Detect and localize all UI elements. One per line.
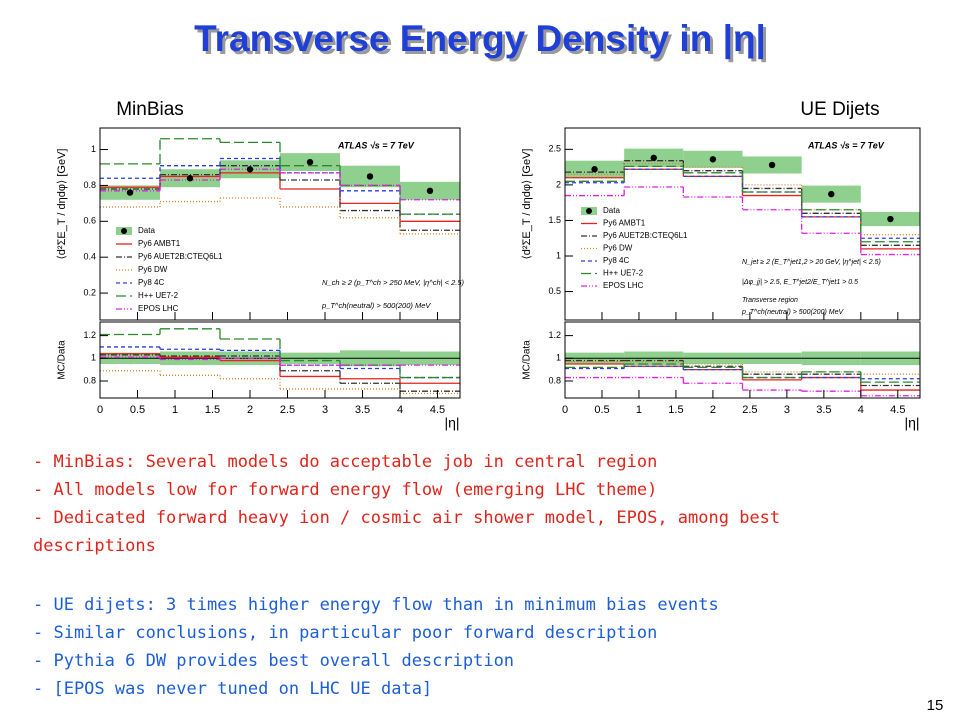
legend-label: H++ UE7-2 bbox=[138, 291, 179, 300]
x-tick-label: 3 bbox=[784, 404, 790, 416]
ratio-frame bbox=[564, 321, 921, 399]
bullet: - Similar conclusions, in particular poo… bbox=[33, 623, 658, 643]
legend-label: Data bbox=[138, 226, 155, 235]
data-point bbox=[887, 215, 894, 223]
data-point bbox=[709, 156, 717, 163]
annotation: |Δφ_jj| > 2.5, E_T^jet2/E_T^jet1 > 0.5 bbox=[742, 279, 858, 286]
legend-data-marker bbox=[121, 228, 127, 234]
legend-label: Data bbox=[603, 206, 620, 215]
ratio-axis-label: MC/Data bbox=[57, 340, 68, 380]
bullet: - MinBias: Several models do acceptable … bbox=[33, 452, 658, 472]
x-tick-label: 2 bbox=[247, 404, 253, 416]
y-tick-label: 1.5 bbox=[548, 215, 561, 225]
x-axis-label: |η| bbox=[444, 415, 459, 431]
ratio-y-tick-label: 1.2 bbox=[83, 330, 96, 340]
y-tick-label: 2.5 bbox=[548, 144, 561, 154]
legend-label: Py8 4C bbox=[138, 278, 164, 287]
x-tick-label: 2 bbox=[710, 404, 716, 416]
x-tick-label: 4.5 bbox=[890, 404, 905, 416]
x-tick-label: 2.5 bbox=[280, 404, 295, 416]
legend-data-marker bbox=[586, 208, 592, 214]
plot-frame bbox=[564, 127, 921, 321]
x-axis-label: |η| bbox=[904, 415, 919, 431]
annotation: p_T^ch(neutral) > 500(200) MeV bbox=[321, 301, 431, 310]
y-tick-label: 0.8 bbox=[83, 180, 96, 190]
x-tick-label: 1 bbox=[636, 404, 642, 416]
legend-label: Py6 DW bbox=[138, 265, 168, 274]
data-point bbox=[828, 190, 835, 198]
bullet: - [EPOS was never tuned on LHC UE data] bbox=[33, 679, 433, 699]
data-point bbox=[126, 189, 134, 196]
x-tick-label: 0.5 bbox=[130, 404, 145, 416]
ratio-frame bbox=[99, 321, 461, 399]
annotation: N_jet ≥ 2 (E_T^jet1,2 > 20 GeV, |η^jet| … bbox=[742, 259, 881, 266]
legend-label: EPOS LHC bbox=[138, 304, 179, 313]
annotation: ATLAS √s = 7 TeV bbox=[807, 140, 885, 150]
data-point bbox=[186, 175, 194, 182]
plot-frame bbox=[99, 127, 461, 321]
bullet: - Pythia 6 DW provides best overall desc… bbox=[33, 651, 515, 671]
page-number: 15 bbox=[927, 697, 944, 714]
data-point bbox=[591, 166, 598, 173]
ratio-y-tick-label: 1.2 bbox=[548, 330, 561, 340]
bullet: - All models low for forward energy flow… bbox=[33, 480, 658, 500]
y-tick-label: 0.4 bbox=[83, 252, 96, 262]
legend-label: EPOS LHC bbox=[603, 281, 644, 290]
ratio-y-tick-label: 0.8 bbox=[548, 375, 561, 385]
x-tick-label: 0 bbox=[97, 404, 103, 416]
ratio-y-tick-label: 0.8 bbox=[83, 375, 96, 385]
annotation: N_ch ≥ 2 (p_T^ch > 250 MeV, |η^ch| < 2.5… bbox=[322, 278, 465, 287]
legend-label: H++ UE7-2 bbox=[603, 269, 644, 278]
x-tick-label: 1.5 bbox=[668, 404, 683, 416]
annotation: ATLAS √s = 7 TeV bbox=[337, 140, 415, 150]
data-point bbox=[366, 173, 374, 180]
title-shadow: Transverse Energy Density in |η| bbox=[197, 21, 769, 63]
legend-label: Py6 AUET2B:CTEQ6L1 bbox=[138, 252, 223, 261]
y-axis-label: ⟨d²ΣE_T / dηdφ⟩ [GeV] bbox=[56, 149, 68, 260]
y-tick-label: 1 bbox=[91, 144, 96, 154]
legend-label: Py6 AUET2B:CTEQ6L1 bbox=[603, 231, 688, 240]
legend-label: Py8 4C bbox=[603, 256, 629, 265]
panel-label: UE Dijets bbox=[800, 99, 879, 120]
ratio-y-tick-label: 1 bbox=[91, 353, 96, 363]
bullet: - Dedicated forward heavy ion / cosmic a… bbox=[33, 508, 781, 556]
annotation: Transverse region bbox=[742, 297, 798, 304]
legend-label: Py6 AMBT1 bbox=[138, 239, 181, 248]
y-tick-label: 1 bbox=[556, 250, 561, 260]
data-point bbox=[426, 187, 434, 195]
x-tick-label: 4 bbox=[858, 404, 864, 416]
ratio-axis-label: MC/Data bbox=[522, 340, 533, 380]
minbias-bullets: - MinBias: Several models do acceptable … bbox=[33, 448, 833, 560]
data-point bbox=[306, 158, 314, 166]
x-tick-label: 3.5 bbox=[355, 404, 370, 416]
y-axis-label: ⟨d²ΣE_T / dηdφ⟩ [GeV] bbox=[521, 149, 533, 260]
x-tick-label: 1 bbox=[172, 404, 178, 416]
dijet-bullets: - UE dijets: 3 times higher energy flow … bbox=[33, 591, 833, 703]
legend-label: Py6 DW bbox=[603, 244, 633, 253]
panel-label: MinBias bbox=[116, 99, 184, 120]
x-tick-label: 4.5 bbox=[430, 404, 445, 416]
y-tick-label: 0.6 bbox=[83, 216, 96, 226]
title: Transverse Energy Density in |η| bbox=[194, 18, 766, 60]
data-point bbox=[650, 154, 657, 162]
x-tick-label: 4 bbox=[397, 404, 403, 416]
x-tick-label: 0 bbox=[562, 404, 568, 416]
x-tick-label: 0.5 bbox=[594, 404, 609, 416]
x-tick-label: 3.5 bbox=[816, 404, 831, 416]
y-tick-label: 0.5 bbox=[548, 286, 561, 296]
annotation: p_T^ch(neutral) > 500(200) MeV bbox=[741, 309, 844, 316]
y-tick-label: 0.2 bbox=[83, 287, 96, 297]
ratio-y-tick-label: 1 bbox=[556, 353, 561, 363]
x-tick-label: 1.5 bbox=[205, 404, 220, 416]
bullet: - UE dijets: 3 times higher energy flow … bbox=[33, 595, 719, 615]
x-tick-label: 3 bbox=[322, 404, 328, 416]
y-tick-label: 2 bbox=[556, 179, 561, 189]
data-point bbox=[246, 166, 254, 173]
data-point bbox=[768, 161, 776, 169]
x-tick-label: 2.5 bbox=[742, 404, 757, 416]
legend-label: Py6 AMBT1 bbox=[603, 219, 646, 228]
